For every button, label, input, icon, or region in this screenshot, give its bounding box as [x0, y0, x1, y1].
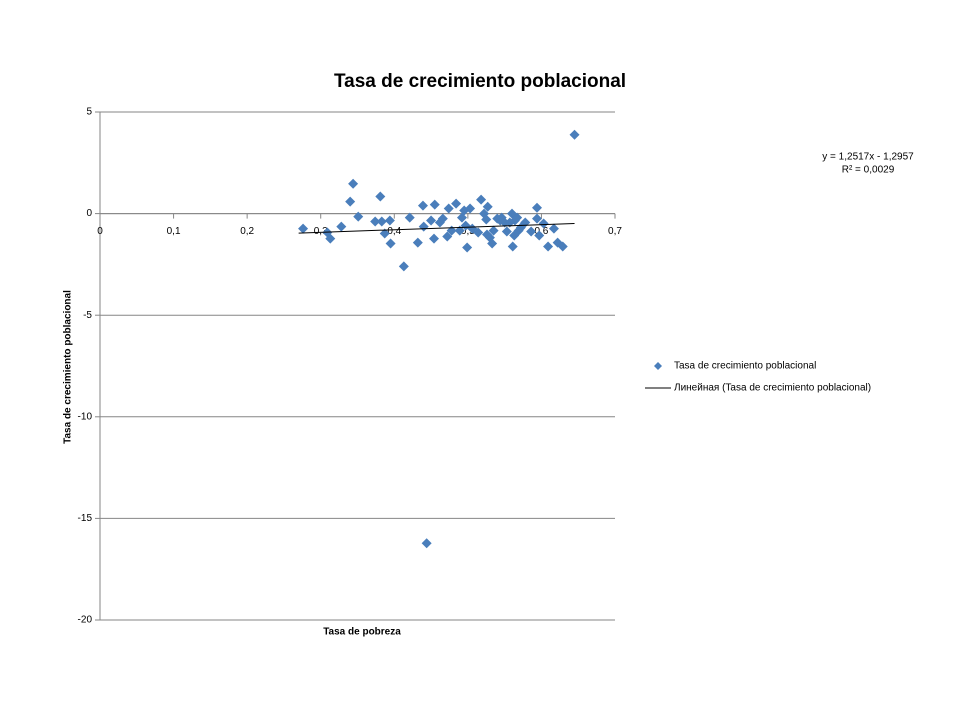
point: [534, 230, 545, 241]
x-tick-label: 0,7: [608, 226, 622, 237]
point: [557, 241, 568, 252]
point: [454, 225, 465, 236]
point: [412, 237, 423, 248]
x-tick-label: 0,3: [314, 226, 328, 237]
point: [417, 200, 428, 211]
chart-title: Tasa de crecimiento poblacional: [334, 71, 626, 92]
x-tick-label: 0: [97, 226, 103, 237]
point: [421, 538, 432, 549]
y-tick-label: 5: [86, 107, 92, 118]
point: [532, 202, 543, 213]
point: [482, 201, 493, 212]
point: [499, 217, 510, 228]
x-tick-label: 0,5: [461, 226, 475, 237]
point: [375, 191, 386, 202]
y-tick-label: -20: [78, 615, 93, 626]
point: [532, 213, 543, 224]
point: [404, 212, 415, 223]
legend-marker: [654, 362, 662, 370]
point: [569, 129, 580, 140]
point: [418, 221, 429, 232]
point: [543, 241, 554, 252]
x-tick-label: 0,1: [167, 226, 181, 237]
point: [298, 223, 309, 234]
point: [501, 226, 512, 237]
point: [348, 178, 359, 189]
legend-label: Tasa de crecimiento poblacional: [674, 361, 816, 372]
point: [442, 231, 453, 242]
point: [376, 216, 387, 227]
point: [429, 233, 440, 244]
point: [538, 218, 549, 229]
point: [379, 228, 390, 239]
equation: y = 1,2517x - 1,2957: [822, 152, 914, 163]
y-tick-label: -5: [83, 310, 92, 321]
point: [526, 226, 537, 237]
point: [429, 199, 440, 210]
point: [548, 223, 559, 234]
point: [476, 194, 487, 205]
point: [473, 227, 484, 238]
x-tick-label: 0,6: [534, 226, 548, 237]
point: [481, 214, 492, 225]
y-axis-title: Tasa de crecimiento poblacional: [63, 290, 74, 444]
x-tick-label: 0,2: [240, 226, 254, 237]
point: [512, 212, 523, 223]
x-tick-label: 0,4: [387, 226, 401, 237]
point: [488, 225, 499, 236]
point: [345, 196, 356, 207]
point: [336, 221, 347, 232]
point: [385, 238, 396, 249]
point: [437, 213, 448, 224]
y-tick-label: -15: [78, 513, 93, 524]
point: [325, 233, 336, 244]
point: [426, 215, 437, 226]
point: [507, 241, 518, 252]
point: [353, 211, 364, 222]
y-tick-label: 0: [86, 208, 92, 219]
point: [443, 203, 454, 214]
x-axis-title: Tasa de pobreza: [323, 627, 401, 638]
point: [384, 215, 395, 226]
y-tick-label: -10: [78, 411, 93, 422]
point: [487, 238, 498, 249]
point: [451, 198, 462, 209]
trendline: [298, 223, 575, 234]
point: [462, 242, 473, 253]
point: [465, 203, 476, 214]
legend-label: Линейная (Tasa de crecimiento poblaciona…: [674, 383, 871, 394]
r-squared: R² = 0,0029: [842, 165, 895, 176]
point: [370, 216, 381, 227]
point: [398, 261, 409, 272]
